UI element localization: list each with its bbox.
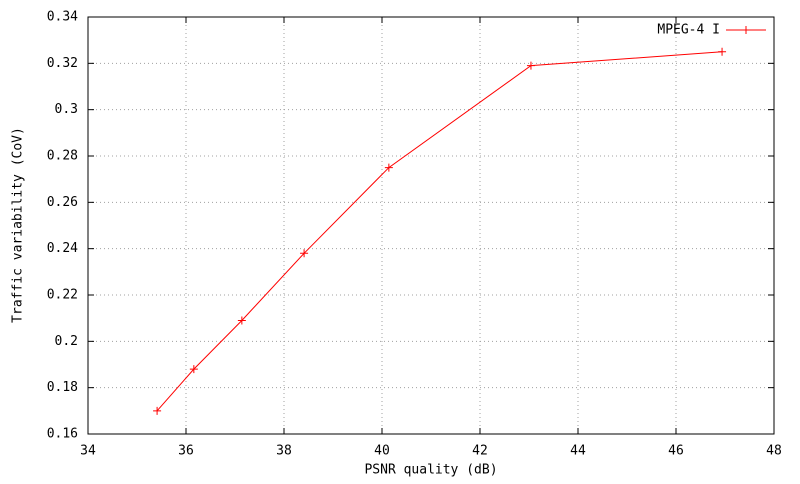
y-tick-label: 0.26 [47, 195, 78, 210]
y-tick-label: 0.28 [47, 149, 78, 164]
point-marker [189, 365, 198, 374]
point-marker [384, 163, 393, 172]
point-marker [300, 249, 309, 258]
legend-marker [742, 26, 750, 34]
y-tick-label: 0.32 [47, 56, 78, 71]
point-marker [526, 61, 535, 70]
y-tick-label: 0.34 [47, 10, 78, 25]
x-tick-label: 34 [80, 444, 96, 459]
y-tick-label: 0.24 [47, 241, 78, 256]
point-marker [718, 47, 727, 56]
plot-frame [87, 16, 775, 435]
x-tick-label: 48 [766, 444, 782, 459]
y-tick-label: 0.2 [55, 334, 78, 349]
point-marker [153, 406, 162, 415]
legend-label: MPEG-4 I [657, 23, 720, 38]
x-tick-label: 38 [276, 444, 292, 459]
series-line [156, 51, 723, 412]
y-axis-label: Traffic variability (CoV) [11, 127, 26, 323]
y-tick-label: 0.18 [47, 380, 78, 395]
x-tick-label: 42 [472, 444, 488, 459]
y-tick-label: 0.22 [47, 288, 78, 303]
y-tick-label: 0.16 [47, 427, 78, 442]
x-axis-label: PSNR quality (dB) [364, 463, 497, 478]
point-marker [237, 316, 246, 325]
x-tick-label: 44 [570, 444, 586, 459]
x-tick-label: 40 [374, 444, 390, 459]
y-tick-label: 0.3 [55, 102, 78, 117]
x-tick-label: 36 [178, 444, 194, 459]
x-tick-label: 46 [668, 444, 684, 459]
